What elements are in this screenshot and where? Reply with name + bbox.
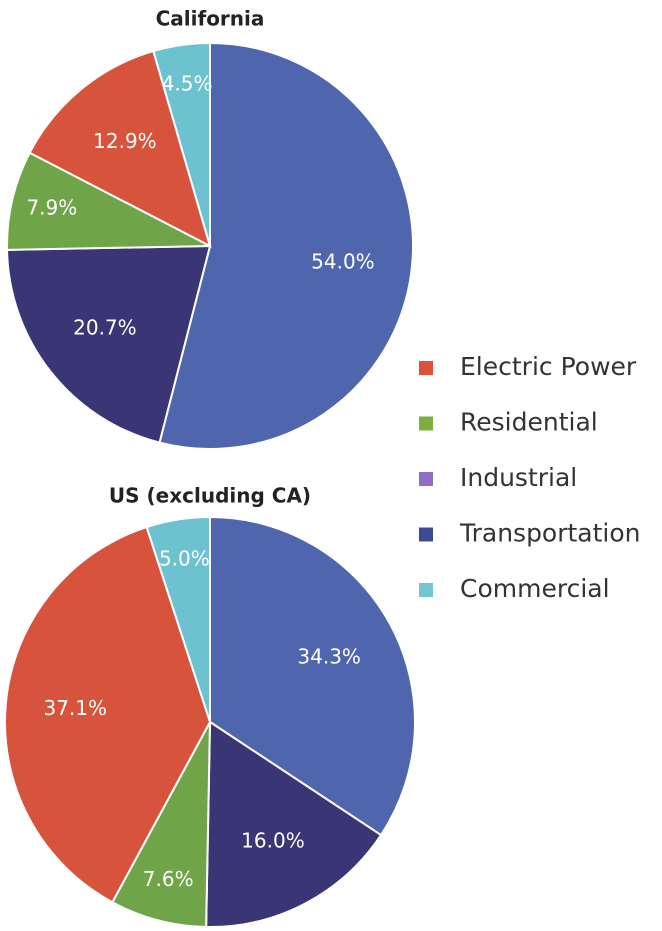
slice-label: 12.9% [93, 129, 157, 153]
pie-slice [28, 49, 212, 248]
slice-label: 34.3% [297, 644, 361, 668]
legend-label: Commercial [460, 574, 610, 603]
legend-swatch [419, 472, 433, 486]
legend-label: Industrial [460, 463, 577, 492]
pie-slice [152, 41, 211, 247]
slice-label: 37.1% [43, 696, 107, 720]
pie-slice [6, 244, 212, 444]
chart-title: California [156, 7, 265, 31]
slice-label: 4.5% [162, 72, 213, 96]
legend-swatch [419, 361, 433, 375]
slice-label: 54.0% [311, 249, 375, 273]
legend-swatch [419, 416, 433, 431]
legend-label: Residential [460, 408, 598, 437]
slice-label: 7.6% [143, 867, 194, 891]
legend-swatch [419, 527, 433, 542]
slice-label: 16.0% [241, 828, 305, 852]
pie-slice [158, 41, 414, 450]
pie-slice [205, 720, 383, 928]
legend-label: Electric Power [460, 352, 637, 381]
chart-title: US (excluding CA) [109, 484, 311, 508]
slice-label: 5.0% [159, 547, 210, 571]
pie-slice [6, 151, 211, 251]
legend-swatch [419, 583, 433, 597]
pie-slice [111, 721, 211, 928]
slice-label: 7.9% [26, 196, 77, 220]
slice-label: 20.7% [73, 316, 137, 340]
pie-slice [145, 515, 211, 723]
pie-slice [4, 525, 212, 904]
legend-label: Transportation [459, 519, 641, 548]
